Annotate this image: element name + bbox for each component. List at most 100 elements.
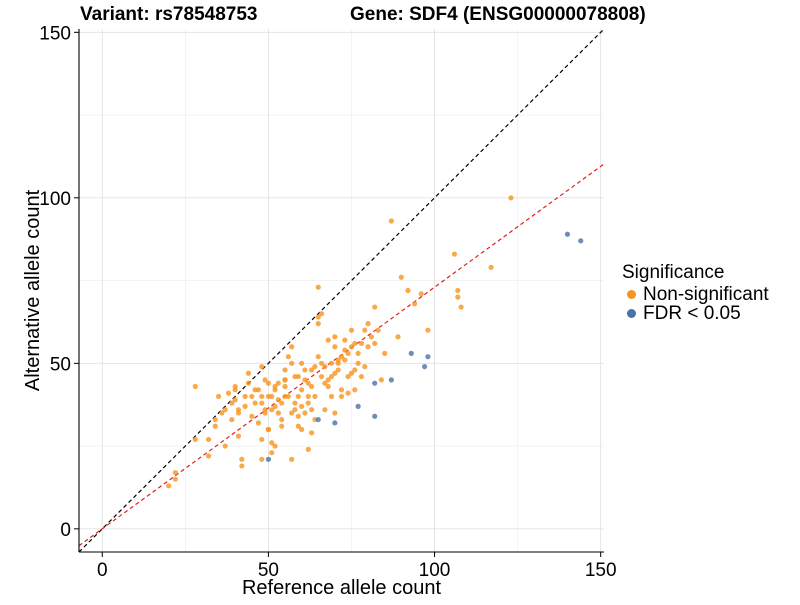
data-point-nonsignificant [348, 344, 355, 350]
data-point-nonsignificant [305, 380, 311, 386]
data-point-nonsignificant [388, 218, 394, 224]
data-point-nonsignificant [305, 393, 311, 400]
data-point-nonsignificant [259, 436, 265, 443]
data-point-nonsignificant [332, 344, 338, 350]
data-point-nonsignificant [285, 354, 291, 360]
data-point-nonsignificant [355, 360, 361, 366]
legend-label: Non-significant [643, 283, 769, 305]
legend-key-blue [627, 309, 636, 318]
data-point-nonsignificant [269, 440, 275, 446]
data-point-nonsignificant [332, 410, 338, 416]
data-point-nonsignificant [289, 344, 295, 350]
data-point-nonsignificant [269, 450, 275, 456]
data-point-nonsignificant [338, 387, 345, 393]
data-point-nonsignificant [328, 360, 335, 366]
data-point-significant [332, 420, 338, 426]
data-point-nonsignificant [345, 350, 351, 356]
data-point-nonsignificant [205, 453, 212, 459]
data-point-nonsignificant [212, 416, 218, 423]
y-tick-label: 100 [39, 189, 71, 210]
axis-labels: 0 50 100 150 0 50 100 150 Reference allele count… [22, 23, 617, 599]
data-point-nonsignificant [322, 407, 328, 413]
data-point-nonsignificant [272, 403, 278, 409]
data-point-nonsignificant [255, 420, 262, 426]
data-point-nonsignificant [425, 327, 431, 333]
data-point-nonsignificant [249, 413, 255, 419]
data-point-significant [372, 413, 378, 419]
data-point-nonsignificant [315, 284, 321, 290]
legend-item-fdr: FDR < 0.05 [624, 303, 769, 324]
data-point-nonsignificant [335, 360, 341, 366]
y-axis-title: Alternative allele count [22, 189, 44, 391]
data-point-nonsignificant [299, 426, 305, 433]
y-tick-label: 50 [50, 354, 71, 375]
legend-item-nonsignificant: Non-significant [624, 283, 769, 305]
data-point-nonsignificant [229, 400, 235, 406]
x-tick-label: 50 [258, 560, 279, 581]
data-point-nonsignificant [372, 304, 378, 310]
data-point-nonsignificant [172, 469, 178, 476]
data-point-nonsignificant [332, 334, 338, 340]
data-point-nonsignificant [418, 291, 424, 297]
data-point-nonsignificant [242, 403, 248, 409]
y-tick-label: 0 [60, 520, 71, 541]
data-point-nonsignificant [342, 337, 348, 343]
data-point-nonsignificant [375, 327, 381, 333]
data-point-nonsignificant [342, 357, 348, 363]
x-tick-label: 100 [419, 560, 451, 581]
data-point-nonsignificant [192, 436, 198, 443]
data-point-nonsignificant [299, 387, 305, 393]
data-point-nonsignificant [302, 410, 308, 416]
data-point-nonsignificant [289, 410, 295, 416]
data-point-nonsignificant [215, 393, 222, 400]
data-point-nonsignificant [275, 397, 281, 403]
data-point-nonsignificant [232, 383, 238, 390]
data-point-nonsignificant [308, 383, 315, 390]
data-point-nonsignificant [348, 327, 355, 333]
data-point-nonsignificant [378, 377, 384, 383]
data-point-nonsignificant [265, 380, 271, 386]
data-point-nonsignificant [362, 327, 368, 333]
data-point-nonsignificant [299, 360, 305, 366]
data-point-nonsignificant [269, 393, 275, 400]
data-point-nonsignificant [279, 400, 285, 406]
data-point-nonsignificant [305, 400, 311, 406]
data-point-nonsignificant [328, 393, 335, 400]
data-point-nonsignificant [322, 380, 328, 386]
data-point-nonsignificant [451, 251, 458, 257]
data-point-nonsignificant [285, 393, 291, 400]
data-point-nonsignificant [275, 380, 281, 386]
data-point-significant [372, 380, 378, 386]
legend-key-orange [627, 290, 636, 299]
data-point-nonsignificant [352, 367, 358, 373]
identity-line [79, 29, 604, 552]
data-point-nonsignificant [259, 364, 265, 370]
data-point-nonsignificant [239, 456, 245, 462]
data-point-nonsignificant [229, 416, 235, 423]
data-point-nonsignificant [282, 377, 288, 383]
legend-title: Significance [622, 262, 725, 283]
data-point-nonsignificant [412, 301, 418, 307]
data-point-nonsignificant [325, 337, 331, 343]
data-point-nonsignificant [299, 403, 305, 409]
data-point-nonsignificant [259, 393, 265, 400]
data-point-significant [578, 238, 584, 244]
data-point-nonsignificant [352, 387, 358, 393]
data-point-nonsignificant [308, 367, 315, 373]
data-point-nonsignificant [235, 410, 242, 416]
data-point-nonsignificant [245, 380, 252, 386]
data-point-nonsignificant [282, 383, 288, 390]
x-tick-label: 150 [585, 560, 617, 581]
data-point-nonsignificant [372, 340, 378, 347]
data-point-nonsignificant [289, 360, 295, 366]
chart-title-gene: Gene: SDF4 (ENSG00000078808) [350, 4, 646, 25]
data-point-nonsignificant [232, 397, 238, 403]
data-point-nonsignificant [348, 370, 355, 376]
data-point-nonsignificant [292, 400, 298, 406]
data-point-nonsignificant [365, 344, 371, 350]
data-point-nonsignificant [308, 430, 315, 436]
data-point-nonsignificant [358, 340, 365, 347]
data-point-nonsignificant [488, 264, 494, 270]
